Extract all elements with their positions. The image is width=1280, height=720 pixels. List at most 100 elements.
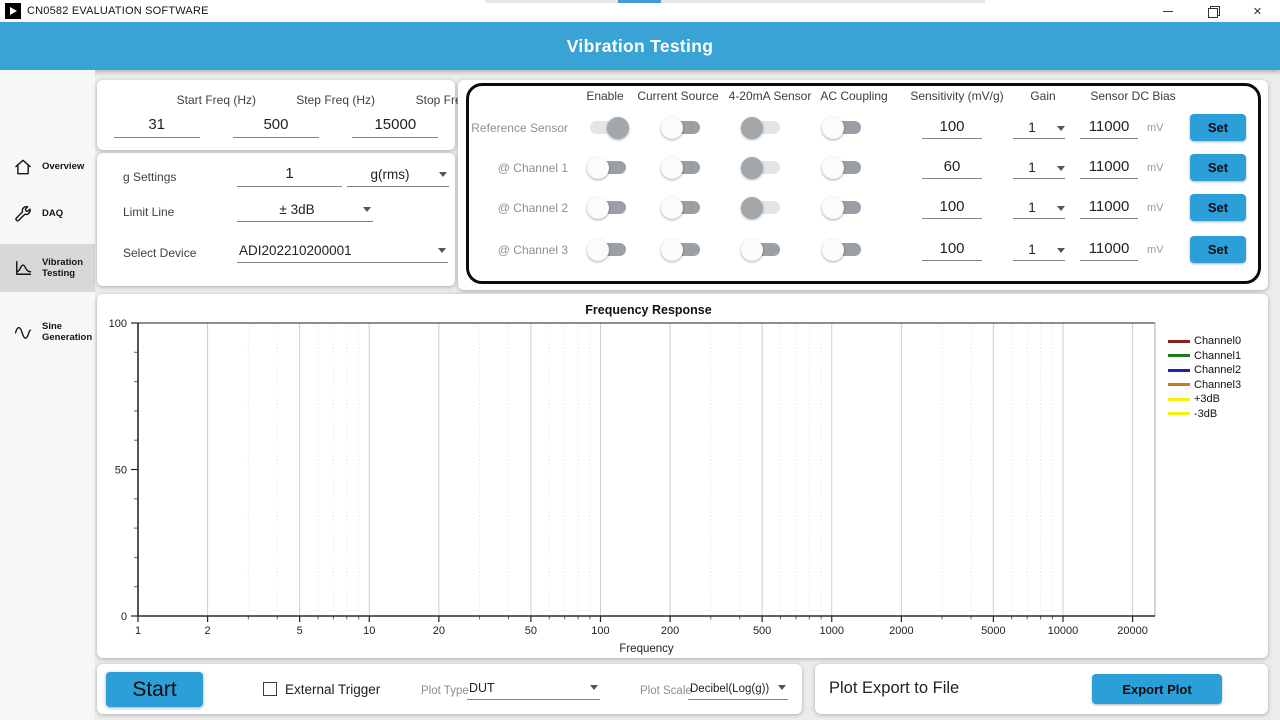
plot-export-label: Plot Export to File <box>829 679 960 697</box>
legend-item: Channel0 <box>1168 334 1241 349</box>
select-device-dropdown[interactable]: ADI202210200001 <box>237 237 448 263</box>
gain-value: 1 <box>1028 120 1036 135</box>
step-freq-input[interactable] <box>232 112 319 138</box>
window-title: CN0582 EVALUATION SOFTWARE <box>27 5 209 17</box>
gain-dropdown[interactable]: 1 <box>1013 115 1065 139</box>
plot-type-label: Plot Type <box>421 685 469 697</box>
start-freq-input[interactable] <box>113 112 200 138</box>
enable-toggle[interactable] <box>587 196 626 219</box>
current-source-toggle[interactable] <box>661 116 700 139</box>
plot-scale-value: Decibel(Log(g)) <box>690 683 770 695</box>
sensitivity-input[interactable] <box>922 237 982 261</box>
gain-dropdown[interactable]: 1 <box>1013 155 1065 179</box>
mv-unit-label: mV <box>1147 244 1164 256</box>
chart-legend: Channel0 Channel1 Channel2 Channel3 +3dB… <box>1168 334 1241 421</box>
svg-text:Frequency: Frequency <box>619 643 674 655</box>
ac-coupling-toggle[interactable] <box>822 238 861 261</box>
titlebar: CN0582 EVALUATION SOFTWARE ✕ <box>0 0 1280 22</box>
ac-coupling-toggle[interactable] <box>822 156 861 179</box>
row-label: @ Channel 2 <box>497 201 568 215</box>
legend-label: Channel0 <box>1194 335 1242 348</box>
stop-freq-input[interactable] <box>352 112 439 138</box>
scrollbar-thumb[interactable] <box>618 0 661 3</box>
svg-text:10000: 10000 <box>1048 625 1079 637</box>
legend-item: +3dB <box>1168 392 1241 407</box>
sensitivity-input[interactable] <box>922 155 982 179</box>
run-controls-panel: Start External Trigger Plot Type DUT Plo… <box>97 664 802 714</box>
legend-swatch <box>1168 412 1190 416</box>
g-unit-dropdown[interactable]: g(rms) <box>347 161 449 187</box>
svg-text:1: 1 <box>135 625 141 637</box>
svg-text:2000: 2000 <box>889 625 913 637</box>
svg-text:200: 200 <box>661 625 679 637</box>
limit-line-label: Limit Line <box>123 205 175 219</box>
sensor-dc-bias-input[interactable] <box>1080 237 1138 261</box>
restore-button[interactable] <box>1190 0 1235 22</box>
4-20ma-sensor-toggle[interactable] <box>741 238 780 261</box>
4-20ma-sensor-toggle[interactable] <box>741 116 780 139</box>
set-button[interactable]: Set <box>1190 194 1246 221</box>
gain-dropdown[interactable]: 1 <box>1013 195 1065 219</box>
toggle-knob <box>741 196 763 219</box>
enable-toggle[interactable] <box>587 238 626 261</box>
start-freq-field: Start Freq (Hz) <box>97 80 256 150</box>
g-settings-label: g Settings <box>123 170 177 184</box>
ac-coupling-toggle[interactable] <box>822 196 861 219</box>
ac-coupling-toggle[interactable] <box>822 116 861 139</box>
close-button[interactable]: ✕ <box>1252 5 1263 18</box>
sensor-dc-bias-input[interactable] <box>1080 115 1138 139</box>
4-20ma-sensor-toggle[interactable] <box>741 156 780 179</box>
svg-text:100: 100 <box>591 625 609 637</box>
toggle-knob <box>741 156 763 179</box>
toggle-knob <box>587 156 609 179</box>
4-20ma-sensor-toggle[interactable] <box>741 196 780 219</box>
toggle-knob <box>661 238 683 261</box>
set-button[interactable]: Set <box>1190 236 1246 263</box>
channel-config-outline <box>466 83 1261 284</box>
sensitivity-input[interactable] <box>922 195 982 219</box>
toggle-knob <box>587 196 609 219</box>
set-button[interactable]: Set <box>1190 154 1246 181</box>
g-settings-input[interactable] <box>237 161 342 187</box>
legend-label: +3dB <box>1194 393 1220 406</box>
gain-dropdown[interactable]: 1 <box>1013 237 1065 261</box>
frequency-response-panel: Frequency Response 1 2 5 10 20 50 100 200 500 100… <box>97 294 1268 658</box>
restore-icon <box>1207 5 1220 18</box>
plot-scale-dropdown[interactable]: Decibel(Log(g)) <box>688 674 788 700</box>
sidebar-item-vibration-testing[interactable]: Vibration Testing <box>0 244 95 292</box>
column-header-4-20ma-sensor: 4-20mA Sensor <box>728 89 812 103</box>
plot-type-dropdown[interactable]: DUT <box>467 674 600 700</box>
svg-text:50: 50 <box>115 465 127 477</box>
sidebar-item-sine-generation[interactable]: Sine Generation <box>0 308 95 356</box>
export-plot-button[interactable]: Export Plot <box>1092 674 1222 704</box>
minimize-button[interactable] <box>1145 0 1190 22</box>
gain-value: 1 <box>1028 200 1036 215</box>
sensor-dc-bias-input[interactable] <box>1080 155 1138 179</box>
toggle-knob <box>607 116 629 139</box>
current-source-toggle[interactable] <box>661 238 700 261</box>
enable-toggle[interactable] <box>587 156 626 179</box>
column-header-sensor-dc-bias: Sensor DC Bias <box>1090 89 1176 103</box>
sensitivity-input[interactable] <box>922 115 982 139</box>
start-button[interactable]: Start <box>106 672 203 707</box>
set-button[interactable]: Set <box>1190 114 1246 141</box>
sidebar-item-daq[interactable]: DAQ <box>0 199 95 229</box>
step-freq-label: Step Freq (Hz) <box>296 93 375 107</box>
sensor-dc-bias-input[interactable] <box>1080 195 1138 219</box>
external-trigger-checkbox[interactable] <box>263 682 277 696</box>
chart-title: Frequency Response <box>585 303 712 317</box>
toggle-knob <box>822 196 844 219</box>
chevron-down-icon <box>1057 166 1065 171</box>
sidebar-item-overview[interactable]: Overview <box>0 152 95 182</box>
horizontal-scrollbar[interactable] <box>485 0 985 3</box>
limit-line-dropdown[interactable]: ± 3dB <box>237 196 373 222</box>
current-source-toggle[interactable] <box>661 196 700 219</box>
current-source-toggle[interactable] <box>661 156 700 179</box>
toggle-knob <box>741 238 763 261</box>
channel-row-channel-1: @ Channel 1 1 mV Set <box>458 153 1268 183</box>
legend-item: -3dB <box>1168 407 1241 422</box>
channel-row-channel-3: @ Channel 3 1 mV Set <box>458 235 1268 265</box>
enable-toggle[interactable] <box>590 116 629 139</box>
channel-row-channel-2: @ Channel 2 1 mV Set <box>458 193 1268 223</box>
